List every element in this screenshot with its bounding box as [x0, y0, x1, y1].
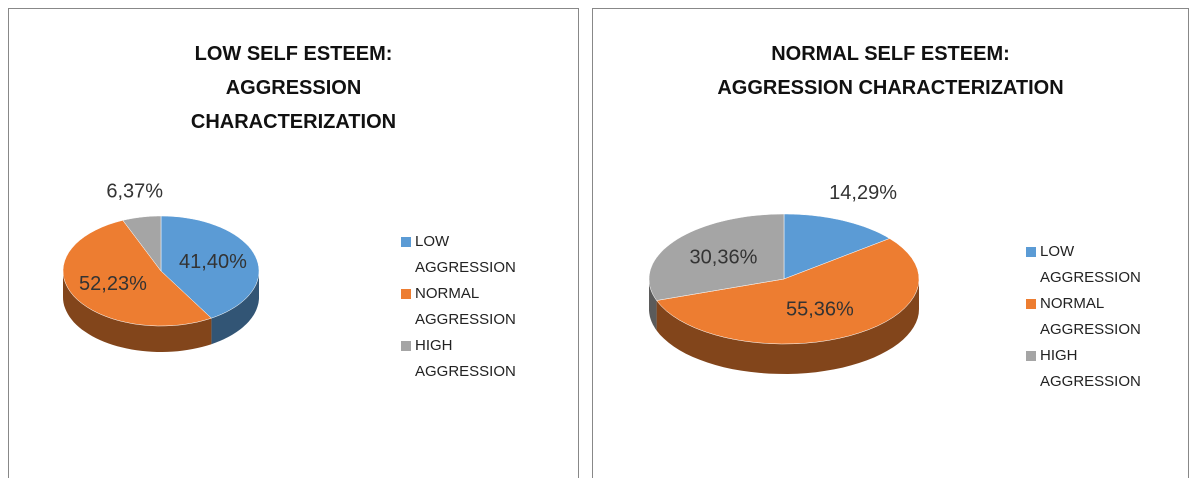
page: LOW SELF ESTEEM: AGGRESSION CHARACTERIZA…	[8, 8, 1189, 478]
pie: 41,40% 52,23% 6,37%	[62, 181, 260, 352]
data-label: 52,23%	[79, 273, 147, 295]
legend: LOW AGGRESSION NORMAL AGGRESSION HIGH AGGR…	[1026, 239, 1156, 395]
legend-label: LOW AGGRESSION	[1040, 243, 1141, 286]
data-label: 14,29%	[829, 182, 897, 204]
legend-item: NORMAL AGGRESSION	[401, 281, 531, 333]
legend-item: LOW AGGRESSION	[401, 229, 531, 281]
legend-label: HIGH AGGRESSION	[415, 337, 516, 380]
legend-swatch	[1026, 299, 1036, 309]
legend-swatch	[401, 341, 411, 351]
pie: 14,29% 55,36% 30,36%	[648, 182, 920, 374]
legend-label: LOW AGGRESSION	[415, 233, 516, 276]
legend-item: HIGH AGGRESSION	[401, 333, 531, 385]
chart-panel: NORMAL SELF ESTEEM: AGGRESSION CHARACTER…	[592, 8, 1189, 478]
data-label: 6,37%	[106, 181, 163, 203]
legend-item: LOW AGGRESSION	[1026, 239, 1156, 291]
legend-swatch	[1026, 351, 1036, 361]
data-label: 55,36%	[786, 299, 854, 321]
legend-item: HIGH AGGRESSION	[1026, 343, 1156, 395]
legend-swatch	[1026, 247, 1036, 257]
legend-label: HIGH AGGRESSION	[1040, 347, 1141, 390]
pie-slice	[160, 215, 260, 319]
pie-side	[656, 279, 919, 374]
pie-slice	[656, 238, 920, 345]
pie-side	[211, 271, 259, 345]
legend-label: NORMAL AGGRESSION	[1040, 295, 1141, 338]
pie-side	[649, 279, 657, 331]
pie-slice	[648, 213, 785, 301]
pie-slice	[62, 220, 212, 327]
data-label: 30,36%	[690, 247, 758, 269]
chart-title: LOW SELF ESTEEM: AGGRESSION CHARACTERIZA…	[190, 43, 397, 133]
legend: LOW AGGRESSION NORMAL AGGRESSION HIGH AGGR…	[401, 229, 531, 385]
legend-item: NORMAL AGGRESSION	[1026, 291, 1156, 343]
chart-title: NORMAL SELF ESTEEM: AGGRESSION CHARACTER…	[717, 43, 1064, 99]
pie-slice	[122, 215, 162, 272]
legend-label: NORMAL AGGRESSION	[415, 285, 516, 328]
legend-swatch	[401, 289, 411, 299]
chart-panel: LOW SELF ESTEEM: AGGRESSION CHARACTERIZA…	[8, 8, 579, 478]
pie-side	[63, 271, 212, 352]
data-label: 41,40%	[179, 251, 247, 273]
pie-slice	[783, 213, 891, 280]
legend-swatch	[401, 237, 411, 247]
